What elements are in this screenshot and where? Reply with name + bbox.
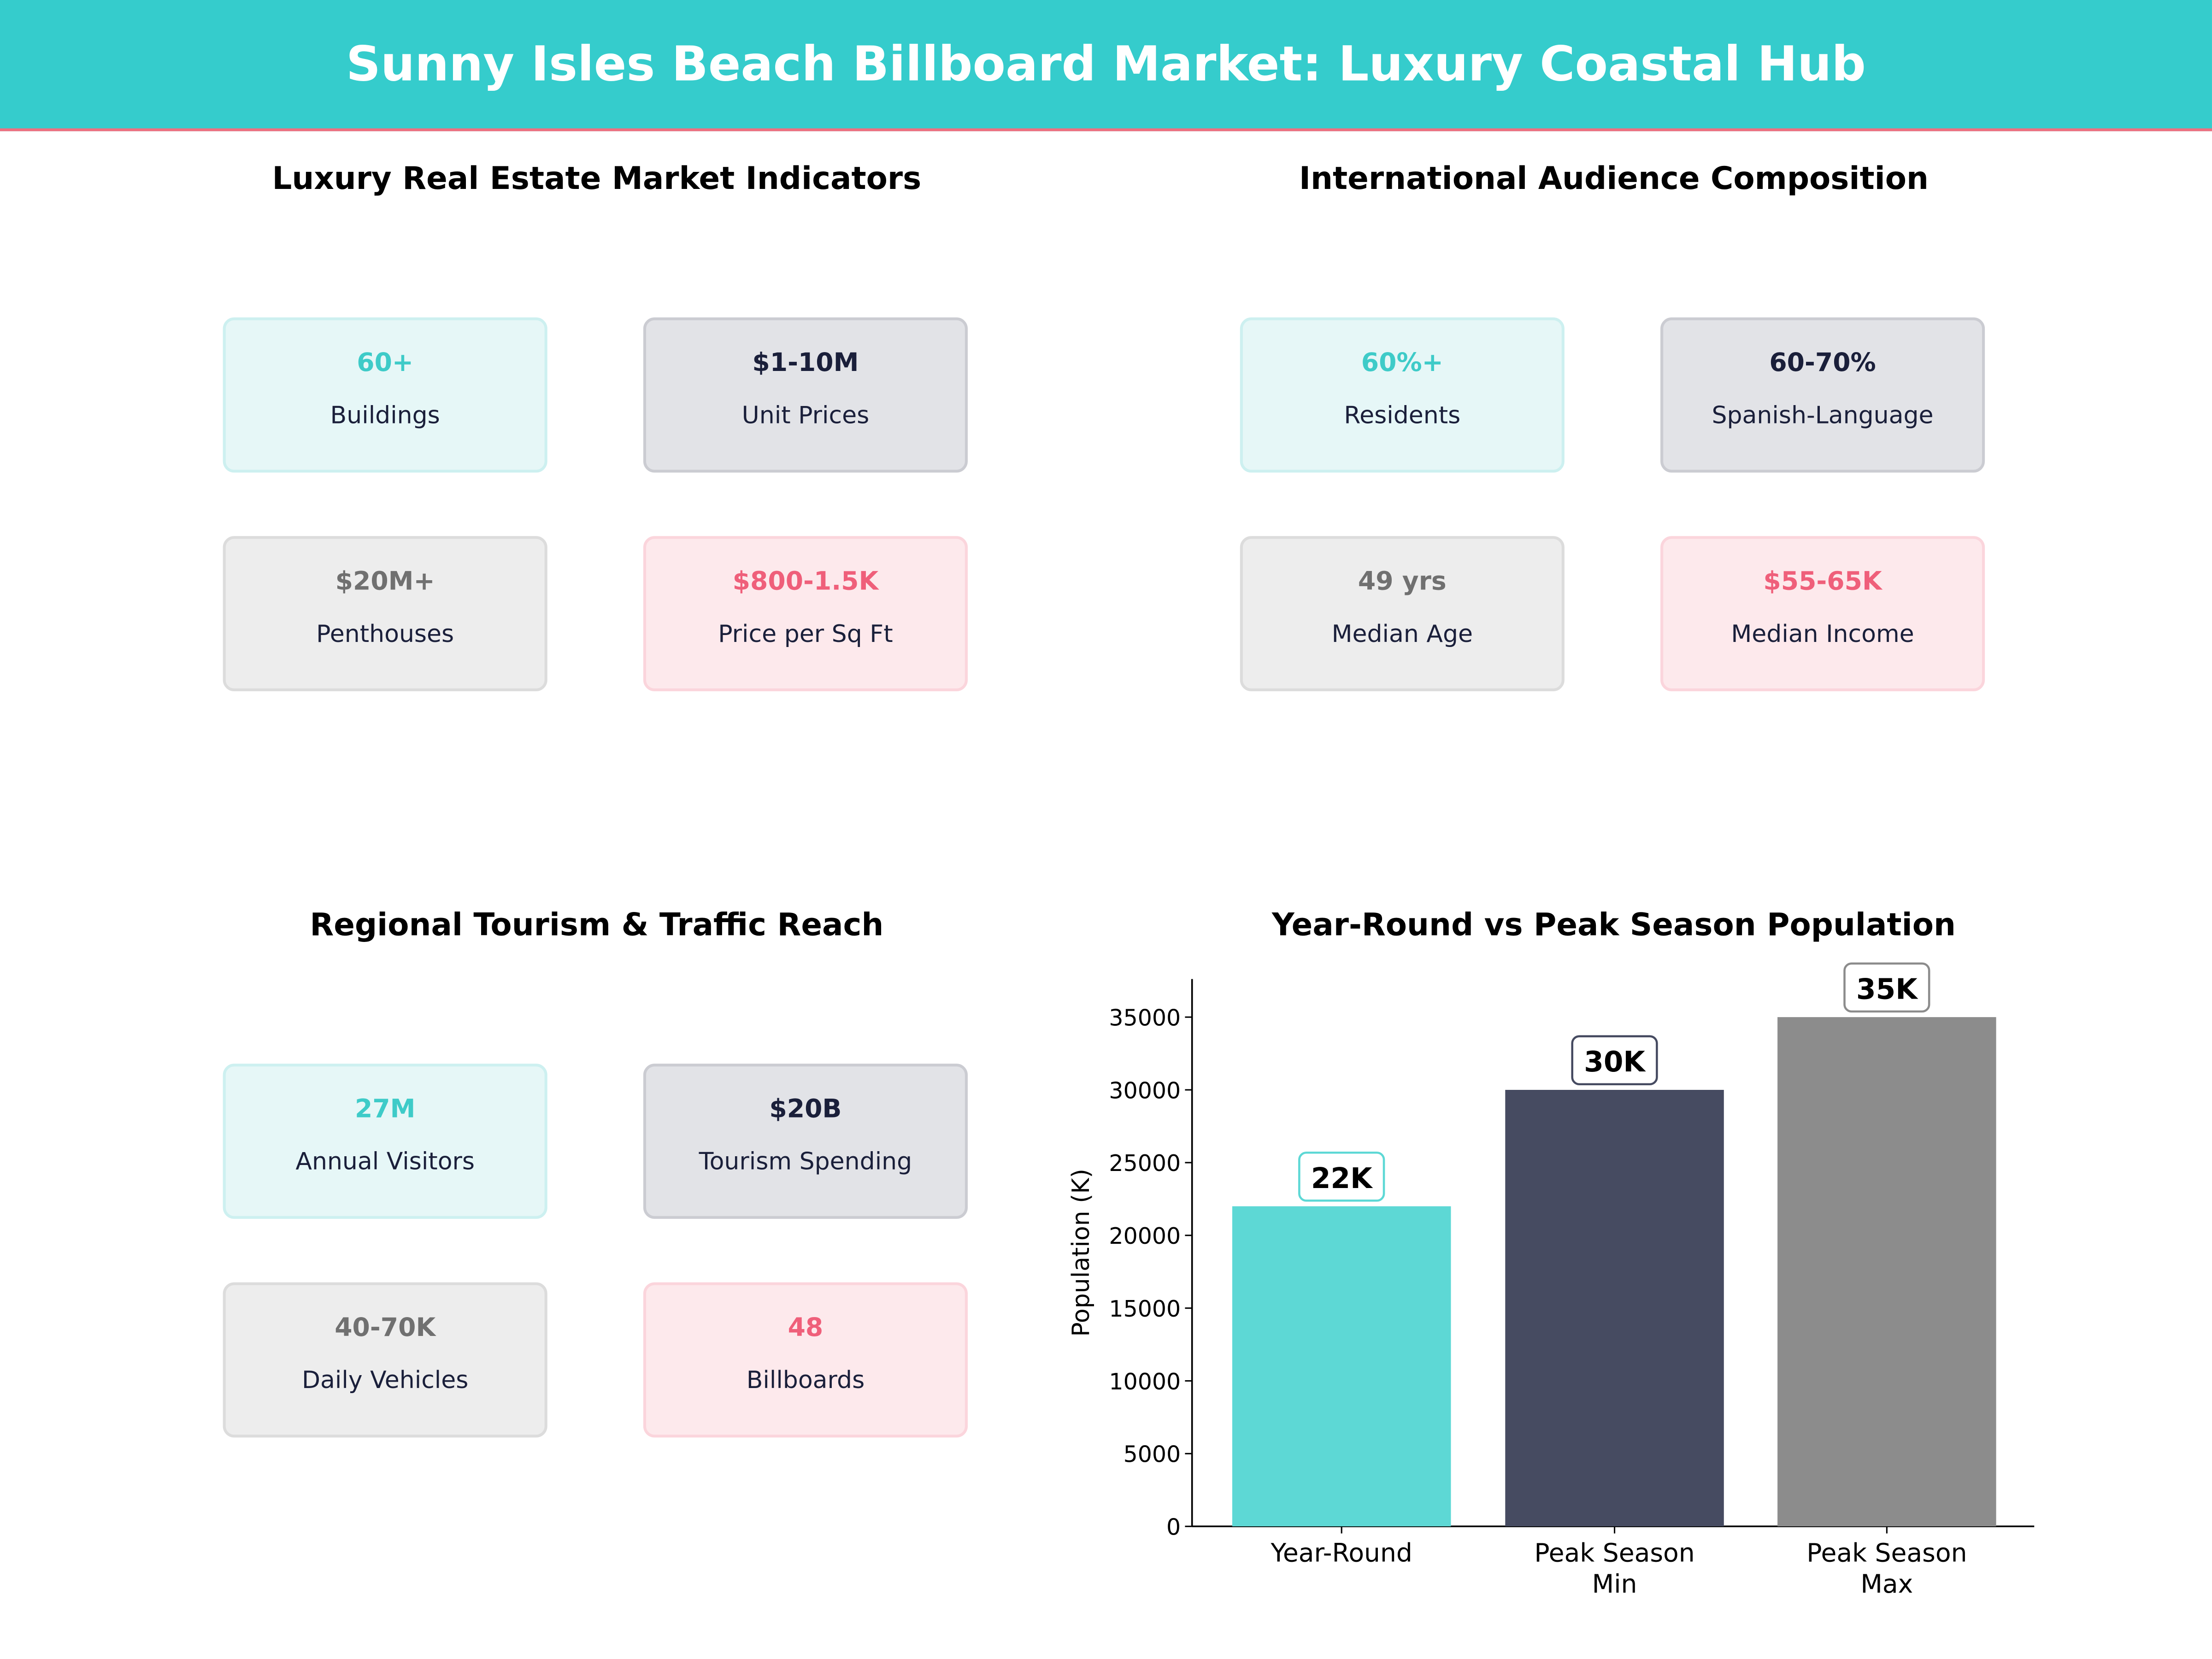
metric-value: 60%+ (1361, 348, 1443, 378)
metric-card-spanish-language: 60-70% Spanish-Language (1660, 317, 1985, 473)
metric-value: 40-70K (335, 1313, 436, 1343)
metric-value: $20B (769, 1094, 842, 1124)
metric-label: Median Income (1731, 620, 1914, 649)
metric-card-unit-prices: $1-10M Unit Prices (643, 317, 968, 473)
y-tick-label: 30000 (1109, 1077, 1181, 1104)
panel-title-tourism: Regional Tourism & Traffic Reach (310, 908, 884, 944)
y-tick-label: 35000 (1109, 1005, 1181, 1031)
metric-value: 48 (788, 1313, 824, 1343)
metric-label: Penthouses (316, 620, 454, 649)
metric-label: Price per Sq Ft (718, 620, 893, 649)
data-label: 22K (1311, 1162, 1373, 1195)
y-tick-label: 10000 (1109, 1369, 1181, 1395)
panel-title-audience: International Audience Composition (1299, 162, 1929, 198)
metric-label: Tourism Spending (699, 1148, 912, 1177)
y-tick-label: 0 (1166, 1514, 1181, 1541)
bar (1505, 1089, 1724, 1527)
metric-value: $20M+ (335, 567, 435, 597)
metric-card-daily-vehicles: 40-70K Daily Vehicles (223, 1282, 547, 1438)
data-label: 30K (1584, 1046, 1646, 1078)
y-tick-label: 25000 (1109, 1150, 1181, 1177)
x-tick-label: Year-Round (1271, 1538, 1412, 1568)
metric-card-buildings: 60+ Buildings (223, 317, 547, 473)
data-label-box (1843, 962, 1930, 1013)
metric-value: 60-70% (1769, 348, 1876, 378)
bar (1232, 1206, 1451, 1527)
y-tick-label: 5000 (1124, 1441, 1181, 1468)
metric-value: 49 yrs (1358, 567, 1447, 597)
metric-label: Annual Visitors (295, 1148, 475, 1177)
chart-title: Year-Round vs Peak Season Population (1272, 908, 1956, 944)
metric-value: 60+ (357, 348, 414, 378)
bar (1777, 1017, 1996, 1527)
metric-value: 27M (354, 1094, 416, 1124)
metric-label: Billboards (746, 1367, 865, 1395)
y-axis-label: Population (K) (1067, 1169, 1095, 1337)
panel-title-real-estate: Luxury Real Estate Market Indicators (272, 162, 922, 198)
metric-card-penthouses: $20M+ Penthouses (223, 536, 547, 691)
metric-label: Buildings (330, 402, 440, 430)
metric-value: $1-10M (752, 348, 859, 378)
metric-card-annual-visitors: 27M Annual Visitors (223, 1064, 547, 1219)
metric-card-price-per-sq-ft: $800-1.5K Price per Sq Ft (643, 536, 968, 691)
metric-label: Residents (1344, 402, 1461, 430)
metric-label: Unit Prices (741, 402, 870, 430)
metric-label: Spanish-Language (1712, 402, 1934, 430)
metric-card-billboards: 48 Billboards (643, 1282, 968, 1438)
y-tick-label: 15000 (1109, 1296, 1181, 1322)
x-tick-label: Peak Season Min (1534, 1538, 1694, 1599)
metric-value: $55-65K (1763, 567, 1882, 597)
data-label-box (1571, 1035, 1658, 1086)
metric-card-median-income: $55-65K Median Income (1660, 536, 1985, 691)
metric-label: Median Age (1331, 620, 1473, 649)
metric-value: $800-1.5K (732, 567, 879, 597)
metric-card-tourism-spending: $20B Tourism Spending (643, 1064, 968, 1219)
data-label-box (1298, 1151, 1385, 1202)
y-tick-label: 20000 (1109, 1223, 1181, 1249)
x-tick-label: Peak Season Max (1806, 1538, 1967, 1599)
metric-card-residents: 60%+ Residents (1240, 317, 1565, 473)
metric-card-median-age: 49 yrs Median Age (1240, 536, 1565, 691)
page-title: Sunny Isles Beach Billboard Market: Luxu… (346, 36, 1866, 93)
metric-label: Daily Vehicles (301, 1367, 469, 1395)
data-label: 35K (1856, 973, 1918, 1006)
header-banner: Sunny Isles Beach Billboard Market: Luxu… (0, 0, 2212, 131)
